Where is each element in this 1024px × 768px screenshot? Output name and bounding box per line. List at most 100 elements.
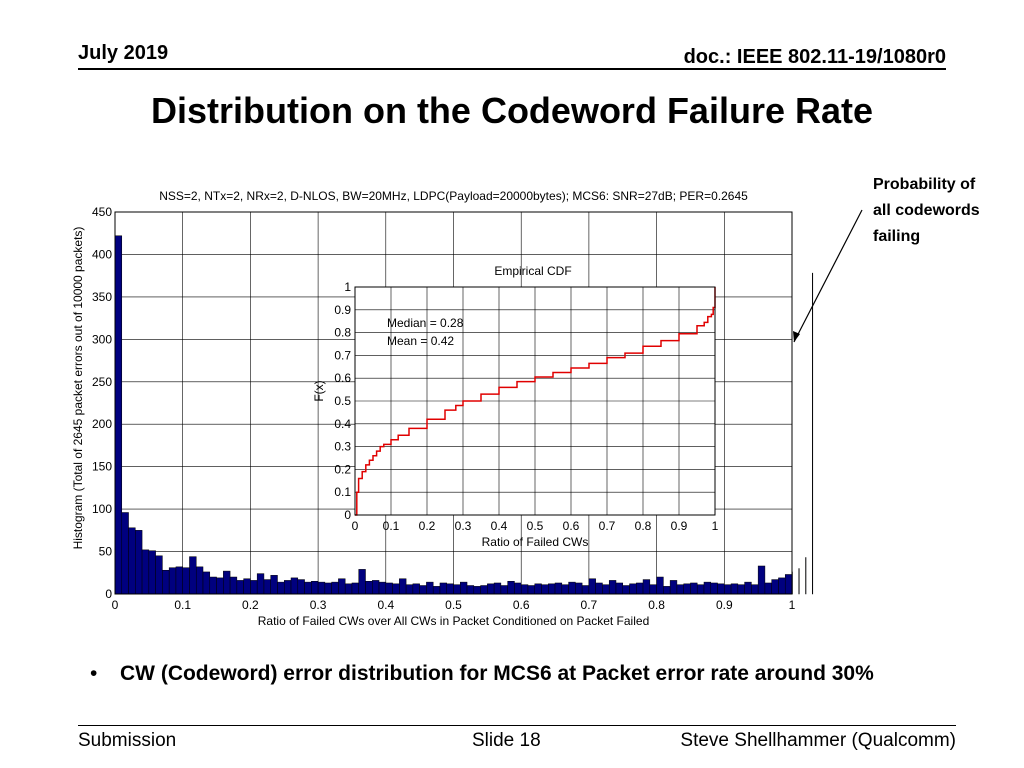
inset-x-tick-label: 0 <box>352 519 359 533</box>
histogram-bar <box>250 580 258 595</box>
histogram-bar <box>168 567 177 595</box>
histogram-bar <box>453 584 461 595</box>
histogram-bar <box>256 573 265 595</box>
x-tick-label: 0.4 <box>377 598 394 612</box>
annotation-arrowhead <box>793 331 800 342</box>
histogram-bar <box>534 583 542 595</box>
annotation-text: Probability of all codewords failing <box>873 172 980 250</box>
histogram-bar <box>568 581 576 595</box>
histogram-bar <box>277 581 285 595</box>
inset-y-tick-label: 1 <box>344 280 351 294</box>
histogram-bar <box>487 583 495 595</box>
histogram-bar <box>737 584 745 595</box>
histogram-bar <box>290 577 299 595</box>
inset-x-tick-label: 0.8 <box>635 519 652 533</box>
histogram-bar <box>541 584 549 595</box>
histogram-bar <box>805 557 807 595</box>
histogram-bar <box>114 235 123 595</box>
chart-title: NSS=2, NTx=2, NRx=2, D-NLOS, BW=20MHz, L… <box>159 189 748 203</box>
histogram-bar <box>460 581 468 595</box>
histogram-bar <box>798 568 800 595</box>
histogram-bar <box>649 584 657 595</box>
inset-y-tick-label: 0.9 <box>334 303 351 317</box>
footer-author: Steve Shellhammer (Qualcomm) <box>680 730 956 751</box>
bullet-text: CW (Codeword) error distribution for MCS… <box>120 662 874 685</box>
histogram-bar <box>500 585 508 595</box>
histogram-bar <box>378 581 387 595</box>
inset-x-tick-label: 0.9 <box>671 519 688 533</box>
histogram-bar <box>520 584 529 595</box>
histogram-bar <box>270 575 278 595</box>
histogram-bar <box>764 582 772 595</box>
histogram-bar <box>710 582 718 595</box>
histogram-bar <box>426 581 434 595</box>
histogram-bar <box>175 566 183 595</box>
histogram-bar <box>636 582 644 595</box>
histogram-bar <box>771 579 779 595</box>
histogram-bar <box>121 512 129 595</box>
histogram-bar <box>243 578 251 595</box>
header-doc-id: doc.: IEEE 802.11-19/1080r0 <box>683 46 946 68</box>
y-tick-label: 350 <box>92 290 112 304</box>
histogram-bar <box>676 584 684 595</box>
inset-y-tick-label: 0.5 <box>334 394 351 408</box>
histogram-bar <box>663 586 671 595</box>
y-tick-label: 400 <box>92 247 112 261</box>
plot-frame <box>114 211 793 595</box>
histogram-bar <box>135 530 143 595</box>
inset-mean-label: Mean = 0.42 <box>387 334 454 348</box>
histogram-bar <box>561 584 569 595</box>
histogram-bar <box>358 569 366 595</box>
histogram-bar <box>730 583 739 595</box>
histogram-bar <box>581 585 590 595</box>
annotation-line-1: Probability of <box>873 176 976 193</box>
histogram-bar <box>507 581 515 595</box>
histogram-bar <box>311 581 319 595</box>
annotation-line-3: failing <box>873 228 921 245</box>
histogram-bar <box>608 580 617 595</box>
histogram-bar <box>162 569 170 595</box>
histogram-bar <box>385 582 393 595</box>
histogram-bar <box>696 584 705 595</box>
inset-x-tick-label: 1 <box>712 519 719 533</box>
histogram-bar <box>778 577 786 595</box>
x-tick-label: 0 <box>112 598 119 612</box>
x-tick-label: 0.9 <box>716 598 733 612</box>
bullet-dot: • <box>90 662 98 685</box>
header-date: July 2019 <box>78 42 169 64</box>
histogram-bar <box>629 583 637 595</box>
histogram-bar <box>473 586 481 595</box>
inset-x-tick-label: 0.4 <box>491 519 508 533</box>
y-tick-label: 50 <box>99 545 113 559</box>
histogram-bar <box>399 578 407 595</box>
inset-x-tick-label: 0.6 <box>563 519 580 533</box>
annotation-line-2: all codewords <box>873 202 980 219</box>
histogram-bar <box>690 582 698 595</box>
histogram-bar <box>236 580 244 595</box>
x-tick-label: 0.6 <box>513 598 530 612</box>
inset-x-tick-label: 0.1 <box>383 519 400 533</box>
annotation-arrow <box>793 209 863 343</box>
histogram-bar <box>602 584 610 595</box>
inset-x-axis-label: Ratio of Failed CWs <box>482 535 589 549</box>
histogram-bar <box>812 272 814 595</box>
x-tick-label: 0.5 <box>445 598 462 612</box>
histogram-bar <box>683 583 691 595</box>
histogram-bar <box>548 583 556 595</box>
cdf-line <box>355 287 716 516</box>
histogram-bar <box>514 582 522 595</box>
histogram-bar <box>588 578 596 595</box>
histogram-bar <box>317 581 326 595</box>
inset-x-tick-label: 0.3 <box>455 519 472 533</box>
histogram-bar <box>744 581 752 595</box>
inset-y-tick-label: 0.1 <box>334 485 351 499</box>
inset-x-tick-label: 0.5 <box>527 519 544 533</box>
histogram-bar <box>338 578 346 595</box>
histogram-bar <box>466 585 475 595</box>
histogram-bar <box>392 583 400 595</box>
inset-y-tick-label: 0.2 <box>334 462 351 476</box>
histogram-bar <box>189 556 197 595</box>
histogram-bar <box>493 582 502 595</box>
histogram-bar <box>439 582 447 595</box>
x-axis-label: Ratio of Failed CWs over All CWs in Pack… <box>258 614 650 628</box>
